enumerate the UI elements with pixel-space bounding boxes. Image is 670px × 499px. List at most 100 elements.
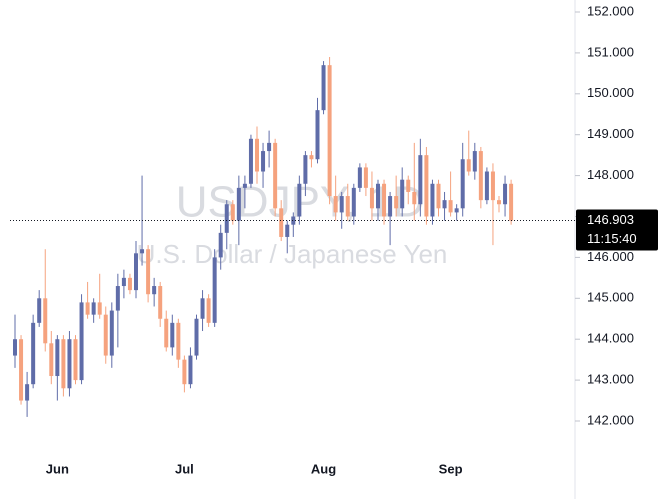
y-tick-label: 151.000 [587,44,634,59]
candle-body [309,155,314,160]
candle-body [261,151,266,172]
candle-body [454,208,459,213]
candle-body [85,302,90,315]
candle-body [127,277,132,291]
candle-body [182,359,187,385]
candle-body [31,322,36,385]
candle-body [43,298,48,344]
candle-body [200,298,205,319]
candle-body [115,286,120,311]
x-tick-label: Jun [46,461,69,476]
y-tick-label: 150.000 [587,85,634,100]
candle-body [19,339,24,401]
candle-body [218,232,223,258]
candle-body [236,187,241,221]
candle-body [273,142,278,209]
candle-body [369,187,374,209]
candle-body [466,159,471,172]
y-tick-label: 149.000 [587,126,634,141]
x-tick-label: Aug [311,461,336,476]
candle-body [333,196,338,213]
candle-body [134,253,138,291]
candle-body [61,339,66,389]
candle-body [170,322,175,348]
candle-body [400,179,405,209]
last-price-box [576,209,658,251]
candle-body [321,65,326,111]
candle-body [303,155,308,184]
candle-body [478,151,483,201]
candle-body [285,224,290,237]
candle-body [37,298,42,323]
candle-body [509,183,514,221]
y-tick-label: 148.000 [587,167,634,182]
x-tick-label: Sep [439,461,463,476]
candle-body [103,314,108,356]
candle-body [152,286,157,295]
candle-body [327,65,332,197]
candle-body [297,183,302,217]
candle-body [412,191,417,205]
candle-body [109,310,114,356]
candle-body [436,183,441,209]
candle-body [242,183,247,188]
candle-body [267,142,272,152]
candle-body [230,204,235,221]
candle-body [212,257,217,323]
candle-body [91,302,96,315]
candle-body [79,302,84,381]
candle-body [279,208,284,237]
candle-body [206,298,211,323]
candle-body [164,318,169,348]
candle-body [376,183,380,209]
candle-body [424,155,429,217]
countdown-label: 11:15:40 [587,231,637,246]
candle-body [388,196,393,217]
candle-body [97,302,102,315]
candle-body [25,384,30,401]
y-tick-label: 145.000 [587,290,634,305]
candle-body [460,159,465,209]
candle-body [188,355,193,385]
candle-body [13,339,17,356]
candle-body [315,110,320,160]
candle-body [73,339,78,381]
candle-body [484,171,489,201]
candle-body [430,183,435,217]
candle-body [357,167,362,188]
candle-body [406,179,411,192]
candle-body [194,318,199,356]
candle-body [67,339,72,389]
candle-body [472,151,477,172]
candle-body [363,167,368,188]
y-tick-label: 144.000 [587,331,634,346]
candle-body [158,286,163,319]
candle-body [140,249,145,254]
last-price-label: 146.903 [587,212,634,227]
candle-body [497,200,501,205]
x-tick-label: Jul [175,461,194,476]
candle-body [351,187,356,217]
candle-body [255,138,259,172]
candle-body [224,204,229,233]
candle-body [490,171,495,201]
candle-body [339,196,344,213]
y-tick-label: 143.000 [587,372,634,387]
candle-body [448,200,453,213]
candle-body [121,277,126,287]
candle-body [49,343,54,377]
y-tick-label: 142.000 [587,412,634,427]
candle-body [503,183,508,205]
y-tick-label: 146.000 [587,249,634,264]
candle-body [345,196,350,217]
y-tick-label: 152.000 [587,3,634,18]
watermark-subtitle: U.S. Dollar / Japanese Yen [137,239,448,269]
candle-body [55,339,60,377]
candle-body [442,200,447,209]
candle-body [418,155,423,205]
candle-body [291,216,296,225]
candle-body [382,183,387,217]
candle-body [394,196,399,209]
